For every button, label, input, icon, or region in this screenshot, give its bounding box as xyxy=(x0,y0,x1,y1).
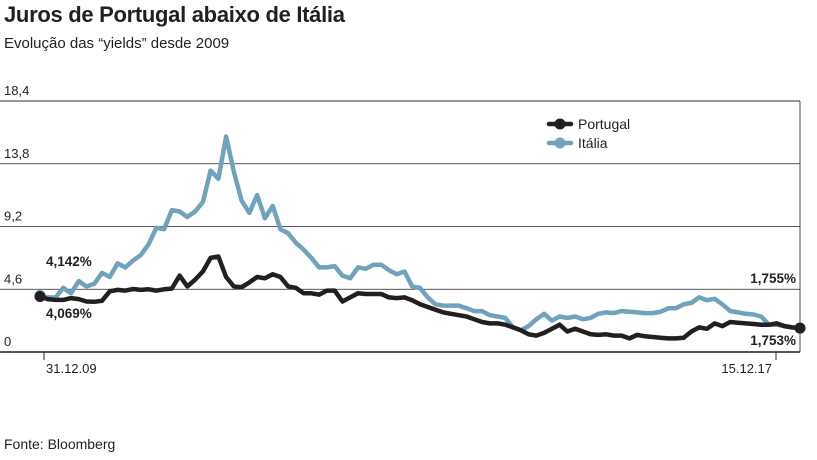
legend-item-italia: Itália xyxy=(546,135,608,151)
series-line-portugal xyxy=(37,254,803,341)
annotations: 4,142% 4,069% 1,755% 1,753% xyxy=(46,254,796,348)
chart-subtitle: Evolução das “yields” desde 2009 xyxy=(4,35,230,52)
endpoint-dot-portugal-start xyxy=(34,290,46,302)
legend: Portugal Itália xyxy=(546,116,630,151)
legend-label: Portugal xyxy=(578,116,630,132)
x-tick-label: 15.12.17 xyxy=(721,361,772,376)
value-annotation: 1,753% xyxy=(750,333,796,348)
y-tick-label: 4,6 xyxy=(4,271,22,286)
y-tick-label: 18,4 xyxy=(4,83,29,98)
value-annotation: 4,142% xyxy=(46,254,92,269)
value-annotation: 1,755% xyxy=(750,271,796,286)
series-line-italia xyxy=(37,134,803,333)
legend-swatch-dot xyxy=(554,137,566,149)
y-axis-ticks: 0 4,6 9,2 13,8 18,4 xyxy=(4,83,29,349)
gridlines xyxy=(0,100,801,353)
legend-swatch-dot xyxy=(554,118,566,130)
source-note: Fonte: Bloomberg xyxy=(4,436,116,452)
legend-item-portugal: Portugal xyxy=(546,116,630,132)
x-axis-ticks: 31.12.09 15.12.17 xyxy=(43,352,777,376)
endpoint-dot-portugal-end xyxy=(794,322,806,334)
x-tick-label: 31.12.09 xyxy=(46,361,97,376)
line-chart: 04,69,213,818,4 31.12.09 15.12.17 4,142%4… xyxy=(0,83,806,376)
y-tick-label: 9,2 xyxy=(4,209,22,224)
value-annotation: 4,069% xyxy=(46,306,92,321)
y-tick-label: 0 xyxy=(4,334,11,349)
series-lines xyxy=(34,134,806,341)
legend-label: Itália xyxy=(578,135,608,151)
chart-title: Juros de Portugal abaixo de Itália xyxy=(4,2,345,27)
y-tick-label: 13,8 xyxy=(4,146,29,161)
